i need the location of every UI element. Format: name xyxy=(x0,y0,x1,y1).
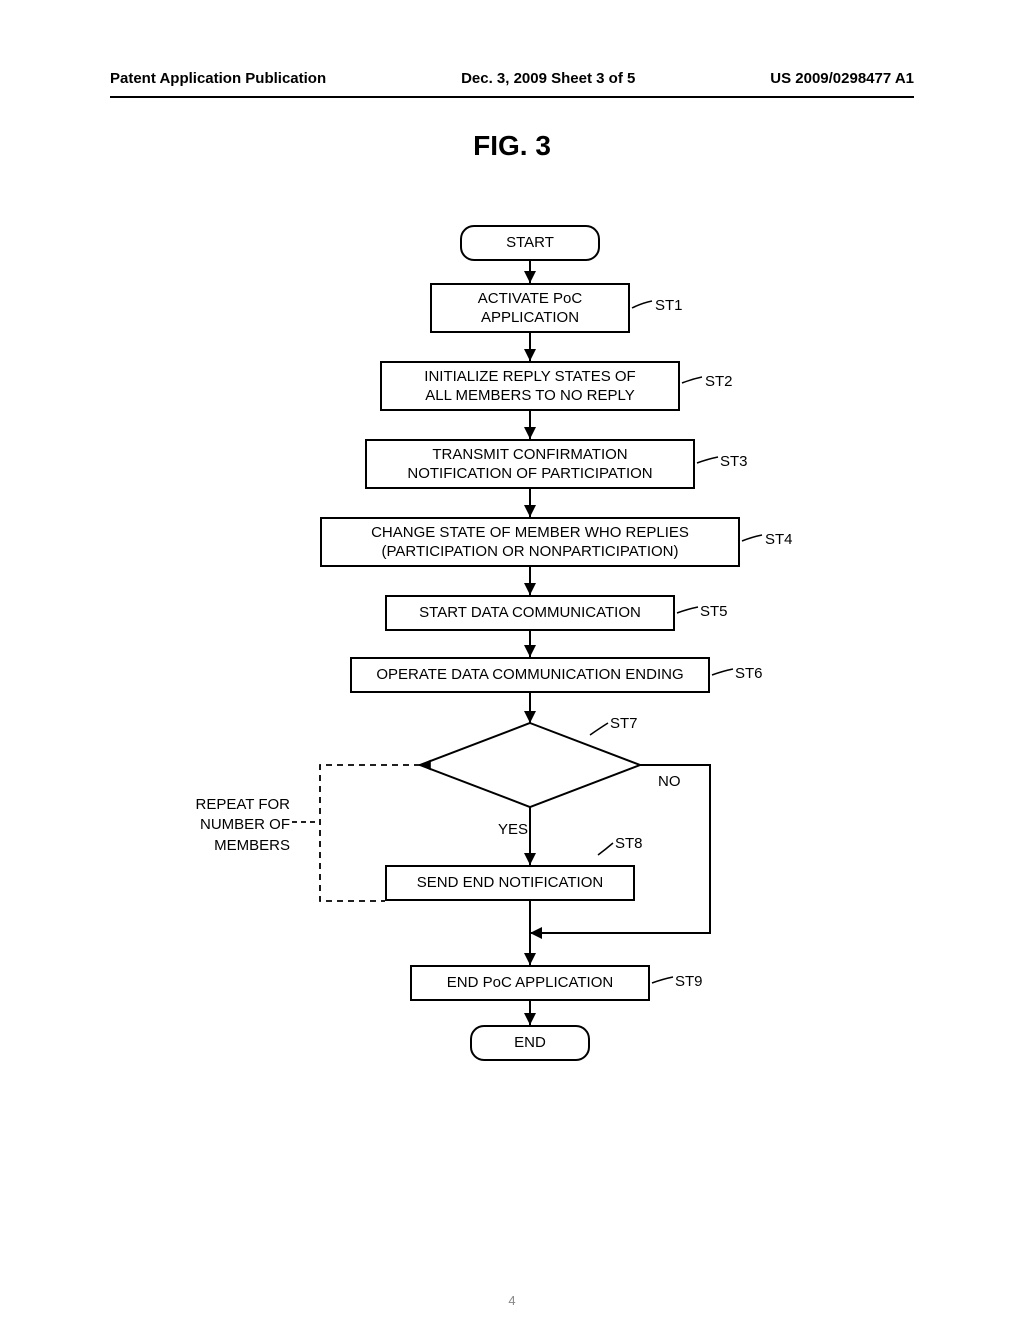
flowchart-canvas: START ACTIVATE PoC APPLICATION INITIALIZ… xyxy=(110,225,914,1225)
page-number: 4 xyxy=(0,1293,1024,1308)
figure-title: FIG. 3 xyxy=(0,130,1024,162)
header-right: US 2009/0298477 A1 xyxy=(770,70,914,87)
flowchart-lines xyxy=(110,225,914,1225)
header-center: Dec. 3, 2009 Sheet 3 of 5 xyxy=(461,70,635,87)
header-rule xyxy=(110,96,914,98)
page-header: Patent Application Publication Dec. 3, 2… xyxy=(0,70,1024,87)
header-left: Patent Application Publication xyxy=(110,70,326,87)
